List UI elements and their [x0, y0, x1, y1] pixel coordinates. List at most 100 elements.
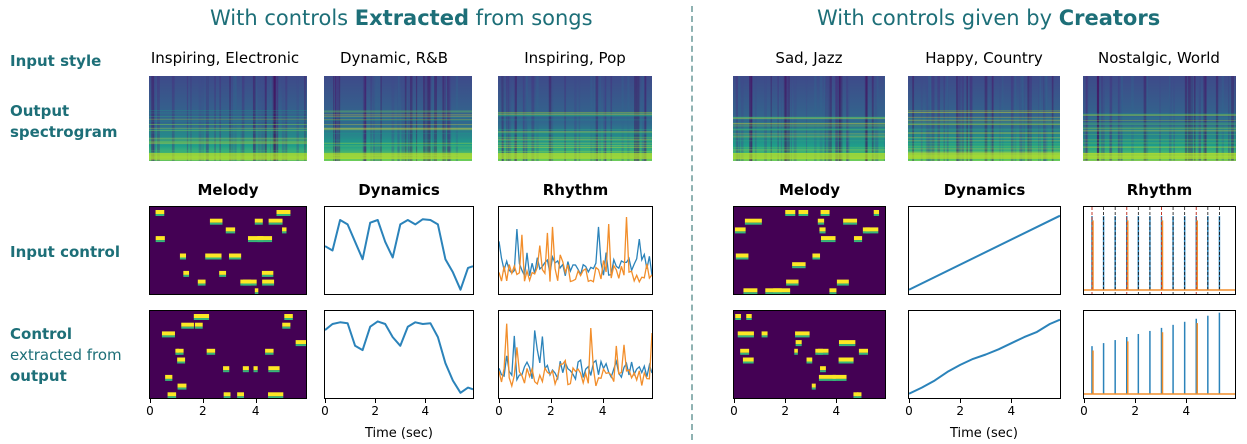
melody-note — [197, 279, 206, 284]
melody-note — [161, 331, 175, 336]
x-tick-mark — [255, 399, 257, 403]
melody-note — [177, 383, 187, 388]
left-title-bold: Extracted — [354, 6, 469, 30]
left-title-post: from songs — [468, 6, 593, 30]
melody-note — [743, 288, 758, 293]
x-tick-mark — [150, 399, 151, 403]
rhythm-panel — [498, 206, 653, 295]
melody-note — [176, 348, 184, 353]
x-tick-label: 2 — [199, 404, 207, 418]
rhythm-plot — [499, 216, 652, 284]
spectrogram — [149, 76, 307, 161]
style-label: Happy, Country — [925, 49, 1043, 67]
x-tick-label: 4 — [1182, 404, 1191, 418]
melody-note — [818, 374, 836, 379]
melody-note — [257, 236, 273, 241]
rhythm-panel — [1083, 206, 1236, 295]
spectrogram — [733, 76, 885, 161]
melody-plot — [150, 311, 306, 398]
x-tick-mark — [550, 399, 552, 403]
x-tick-mark — [325, 399, 326, 403]
melody-note — [205, 253, 221, 258]
melody-note — [744, 218, 762, 223]
melody-note — [794, 348, 798, 353]
melody-note — [820, 210, 830, 214]
dynamics-line — [325, 320, 473, 394]
melody-note — [261, 270, 274, 275]
melody-note — [268, 218, 283, 223]
melody-note — [243, 279, 252, 284]
x-tick-mark — [960, 399, 962, 403]
spectrogram — [324, 76, 472, 161]
x-tick-label: 2 — [547, 404, 555, 418]
melody-note — [795, 331, 810, 336]
rhythm-plot — [499, 323, 652, 389]
x-tick-label: 4 — [598, 404, 607, 418]
melody-note — [798, 210, 809, 214]
row-label-output-spectrogram: Output spectrogram — [10, 102, 118, 141]
melody-note — [734, 227, 746, 232]
melody-note — [155, 236, 165, 241]
melody-note — [165, 374, 173, 379]
dynamics-line — [909, 214, 1060, 291]
melody-note — [740, 348, 750, 353]
melody-note — [786, 279, 799, 284]
melody-note — [193, 314, 210, 318]
melody-note — [223, 392, 231, 397]
left-title-pre: With controls — [210, 6, 355, 30]
control-title: Dynamics — [358, 181, 440, 199]
x-tick-label: 0 — [730, 404, 738, 418]
x-tick-label: 0 — [321, 404, 329, 418]
melody-panel — [149, 206, 307, 295]
melody-note — [792, 262, 806, 267]
right-title-pre: With controls given by — [817, 6, 1059, 30]
x-tick-mark — [602, 399, 604, 403]
melody-panel — [733, 310, 886, 399]
x-tick-mark — [375, 399, 377, 403]
x-tick-label: 4 — [832, 404, 841, 418]
dynamics-line — [325, 218, 473, 291]
style-label: Dynamic, R&B — [339, 49, 449, 67]
control-title: Dynamics — [943, 181, 1026, 199]
melody-note — [282, 322, 291, 327]
melody-note — [812, 253, 821, 258]
x-tick-label: 2 — [781, 404, 789, 418]
dynamics-plot — [909, 214, 1060, 291]
dynamics-panel — [324, 310, 474, 399]
x-tick-mark — [836, 399, 838, 403]
x-tick-mark — [1011, 399, 1013, 403]
melody-note — [276, 210, 291, 214]
melody-note — [253, 366, 258, 371]
melody-note — [773, 288, 791, 293]
x-tick-label: 4 — [251, 404, 260, 418]
melody-note — [820, 236, 836, 241]
spectrogram — [498, 76, 652, 161]
melody-note — [268, 366, 280, 371]
melody-note — [209, 218, 223, 223]
melody-note — [247, 236, 264, 241]
melody-note — [206, 348, 216, 353]
melody-note — [262, 279, 275, 284]
dynamics-panel — [324, 206, 474, 295]
x-tick-mark — [1135, 399, 1137, 403]
melody-note — [746, 314, 752, 318]
rhythm-panel — [1083, 310, 1236, 399]
melody-plot — [734, 311, 885, 398]
melody-note — [853, 236, 863, 241]
section-divider — [691, 6, 693, 440]
row-label-control-extracted: Control extracted from output — [10, 325, 122, 385]
style-label: Inspiring, Pop — [524, 49, 626, 67]
melody-note — [795, 340, 802, 345]
control-title: Rhythm — [1126, 181, 1193, 199]
x-tick-label: 4 — [1007, 404, 1016, 418]
style-label: Inspiring, Electronic — [150, 49, 300, 67]
melody-note — [228, 253, 242, 258]
x-tick-mark — [425, 399, 427, 403]
melody-note — [838, 357, 854, 362]
melody-note — [242, 366, 249, 371]
melody-note — [853, 392, 859, 397]
melody-note — [817, 218, 825, 223]
melody-note — [735, 253, 749, 258]
melody-note — [737, 331, 754, 336]
x-tick-mark — [785, 399, 787, 403]
